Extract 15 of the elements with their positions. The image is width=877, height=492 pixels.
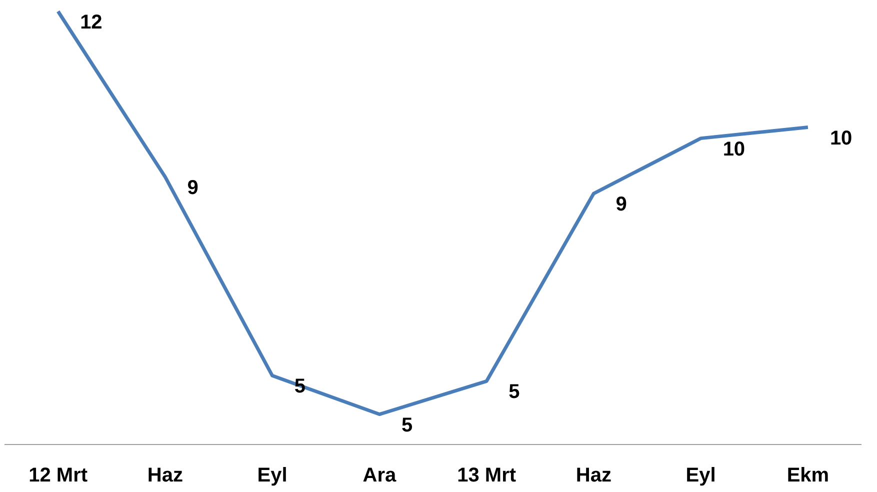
x-tick-label: Haz: [147, 464, 183, 486]
x-tick-label: Eyl: [257, 464, 288, 486]
x-tick-label: 13 Mrt: [457, 464, 516, 486]
data-label: 5: [508, 381, 520, 404]
data-label: 9: [616, 194, 627, 216]
data-label: 5: [401, 414, 413, 436]
x-tick-label: Eyl: [686, 464, 716, 486]
data-label: 10: [722, 138, 746, 160]
data-label: 10: [830, 127, 852, 150]
x-tick-label: 12 Mrt: [28, 464, 88, 486]
x-tick-label: Ara: [362, 464, 397, 486]
data-label: 12: [80, 11, 102, 34]
x-tick-label: Haz: [576, 464, 612, 486]
data-label: 9: [187, 176, 198, 199]
x-tick-label: Ekm: [786, 464, 830, 486]
